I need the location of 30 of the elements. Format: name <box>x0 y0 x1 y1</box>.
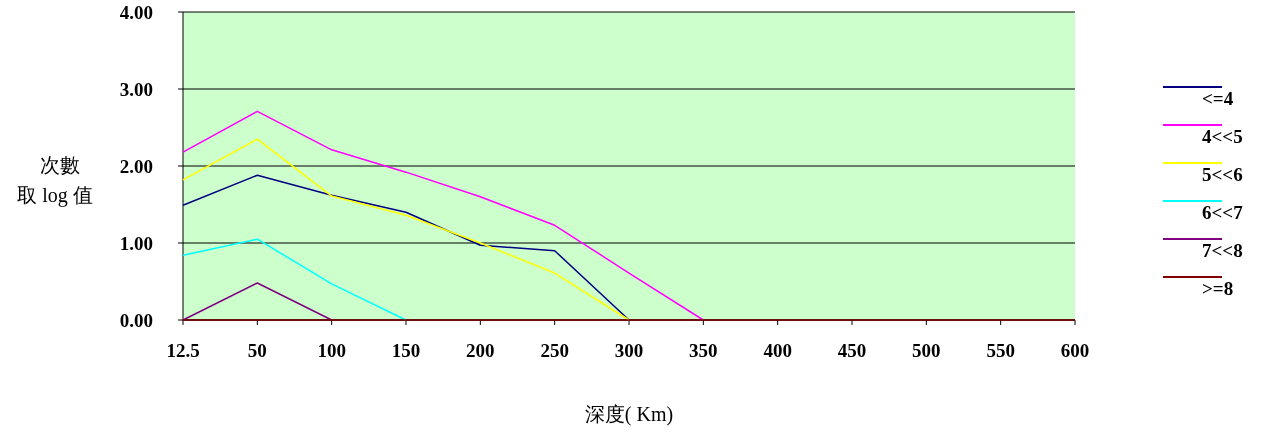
y-axis-title: 次數取 log 值 <box>17 154 93 207</box>
legend-label: 7<<8 <box>1202 240 1243 261</box>
y-tick-label: 3.00 <box>119 78 153 100</box>
legend-label: 6<<7 <box>1202 202 1244 223</box>
x-tick-label: 200 <box>466 340 495 361</box>
y-tick-label: 4.00 <box>119 1 153 23</box>
line-series <box>182 110 705 321</box>
x-tick-label: 250 <box>540 340 569 361</box>
y-tick-label: 0.00 <box>119 309 153 331</box>
x-tick-label: 100 <box>317 340 346 361</box>
x-tick-label: 400 <box>763 340 792 361</box>
y-tick-label: 1.00 <box>119 232 153 254</box>
x-tick-label: 500 <box>912 340 941 361</box>
line-series <box>182 174 630 321</box>
legend-label: 4<<5 <box>1202 126 1243 147</box>
x-tick-label: 12.5 <box>166 340 200 361</box>
x-axis-title: 深度( Km) <box>584 403 674 426</box>
legend-label: >=8 <box>1202 278 1234 299</box>
legend-label: 5<<6 <box>1202 164 1243 185</box>
x-tick-label: 600 <box>1060 340 1090 361</box>
x-tick-label: 550 <box>986 340 1015 361</box>
x-tick-label: 350 <box>689 340 718 361</box>
x-tick-label: 300 <box>614 340 644 361</box>
x-tick-label: 150 <box>391 340 421 361</box>
x-tick-label: 450 <box>837 340 867 361</box>
y-tick-label: 2.00 <box>119 155 153 177</box>
line-series <box>182 138 630 321</box>
legend-label: <=4 <box>1202 88 1234 109</box>
line-series <box>182 238 407 321</box>
x-tick-label: 50 <box>247 340 267 361</box>
